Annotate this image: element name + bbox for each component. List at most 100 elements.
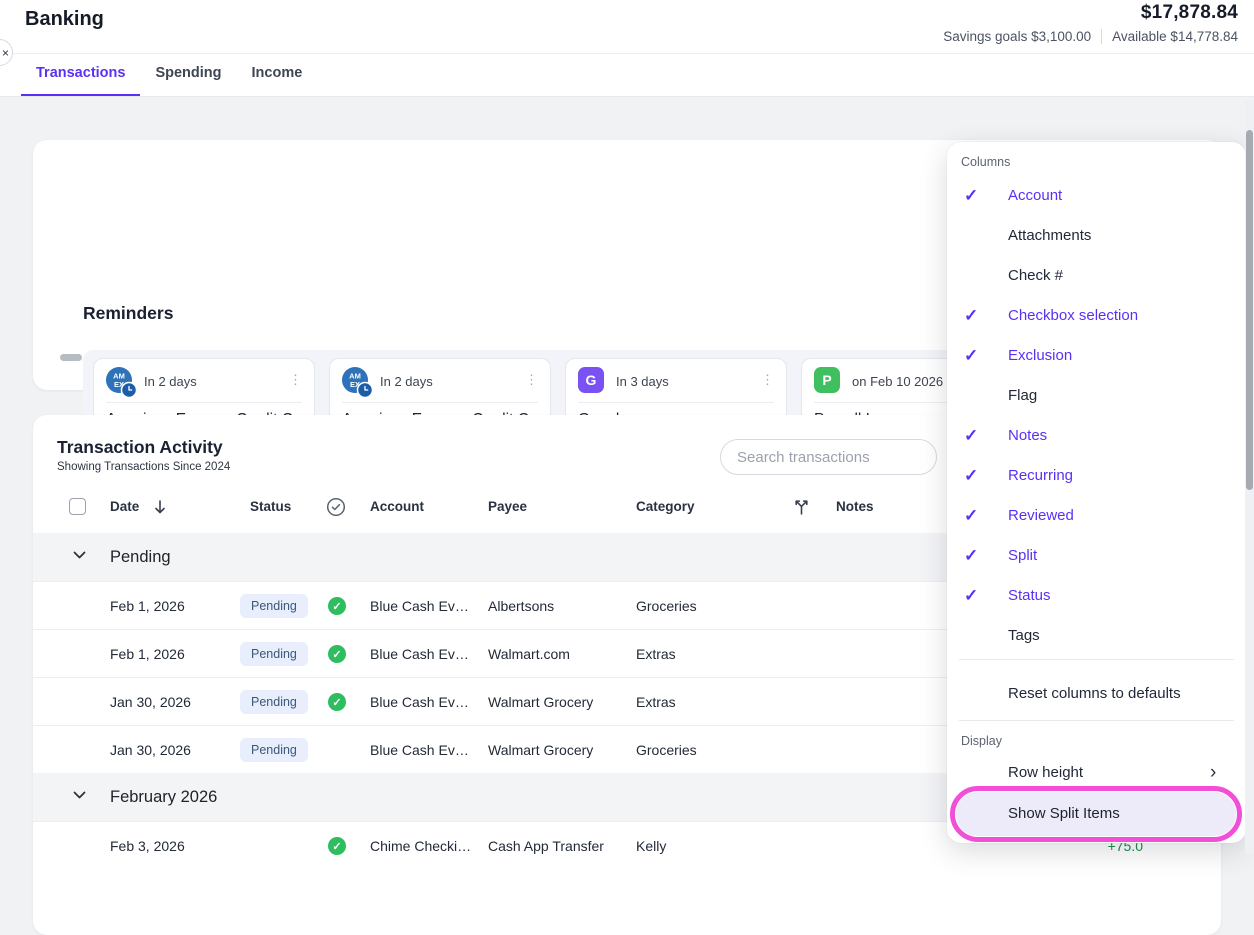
cell-account: Blue Cash Ev… [370, 630, 469, 678]
check-icon: ✓ [964, 576, 978, 616]
check-icon: ✓ [964, 296, 978, 336]
column-header-account[interactable]: Account [370, 490, 424, 524]
split-column-icon[interactable] [793, 499, 810, 516]
cell-payee: Walmart Grocery [488, 726, 593, 774]
reset-columns-button[interactable]: Reset columns to defaults [947, 673, 1246, 715]
menu-divider [959, 659, 1234, 660]
close-icon: × [2, 46, 9, 60]
select-all-checkbox[interactable] [69, 498, 86, 515]
menu-divider [959, 720, 1234, 721]
page-title: Banking [25, 8, 104, 31]
cell-date: Feb 1, 2026 [110, 630, 185, 678]
check-icon: ✓ [964, 496, 978, 536]
check-icon: ✓ [964, 416, 978, 456]
cell-payee: Walmart.com [488, 630, 570, 678]
status-badge: Pending [240, 594, 308, 618]
column-option-account[interactable]: ✓ Account [947, 176, 1246, 216]
chevron-down-icon[interactable] [73, 791, 86, 800]
reviewed-check-icon[interactable]: ✓ [328, 837, 346, 855]
cell-payee: Walmart Grocery [488, 678, 593, 726]
google-avatar: G [578, 367, 604, 393]
search-input[interactable] [721, 440, 936, 474]
reviewed-check-icon[interactable]: ✓ [328, 597, 346, 615]
chevron-down-icon[interactable] [73, 551, 86, 560]
column-option-checkbox-selection[interactable]: ✓ Checkbox selection [947, 296, 1246, 336]
reminders-horizontal-scrollbar[interactable] [60, 354, 82, 361]
column-option-notes[interactable]: ✓ Notes [947, 416, 1246, 456]
check-icon: ✓ [964, 336, 978, 376]
column-header-status[interactable]: Status [250, 490, 291, 524]
reminder-due: In 3 days [616, 374, 669, 389]
column-option-tags[interactable]: Tags [947, 616, 1246, 656]
reminder-due: In 2 days [380, 374, 433, 389]
column-option-reviewed[interactable]: ✓ Reviewed [947, 496, 1246, 536]
kebab-menu-icon[interactable]: ⋮ [761, 372, 774, 388]
transaction-activity-title: Transaction Activity [57, 437, 223, 458]
display-section-label: Display [961, 734, 1002, 748]
search-box [720, 439, 937, 475]
cell-account: Blue Cash Ev… [370, 678, 469, 726]
reviewed-column-icon[interactable] [326, 497, 346, 517]
column-option-recurring[interactable]: ✓ Recurring [947, 456, 1246, 496]
column-header-date[interactable]: Date [110, 490, 139, 524]
available-value: Available $14,778.84 [1112, 29, 1238, 44]
amex-logo-icon: AM EX [106, 367, 138, 399]
tab-transactions[interactable]: Transactions [21, 53, 140, 96]
cell-category: Groceries [636, 582, 697, 630]
kebab-menu-icon[interactable]: ⋮ [525, 372, 538, 388]
tabbar-border [0, 96, 1254, 97]
cell-payee: Albertsons [488, 582, 554, 630]
status-badge: Pending [240, 642, 308, 666]
cell-category: Kelly [636, 822, 666, 870]
summary-divider [1101, 29, 1102, 44]
status-badge: Pending [240, 690, 308, 714]
columns-dropdown-menu: Columns ✓ Account Attachments Check # ✓ … [947, 142, 1246, 843]
column-header-notes[interactable]: Notes [836, 490, 874, 524]
column-option-exclusion[interactable]: ✓ Exclusion [947, 336, 1246, 376]
cell-date: Feb 1, 2026 [110, 582, 185, 630]
group-label: February 2026 [110, 773, 217, 821]
vertical-scrollbar-thumb[interactable] [1246, 130, 1253, 490]
column-option-split[interactable]: ✓ Split [947, 536, 1246, 576]
transaction-activity-subtitle: Showing Transactions Since 2024 [57, 461, 230, 473]
cell-account: Blue Cash Ev… [370, 726, 469, 774]
account-summary: $17,878.84 Savings goals $3,100.00 Avail… [943, 2, 1238, 44]
sort-desc-icon[interactable] [153, 499, 167, 515]
check-icon: ✓ [964, 176, 978, 216]
cell-payee: Cash App Transfer [488, 822, 604, 870]
reminders-title: Reminders [83, 303, 173, 324]
reminder-due: In 2 days [144, 374, 197, 389]
cell-category: Extras [636, 678, 676, 726]
cell-category: Extras [636, 630, 676, 678]
group-label: Pending [110, 533, 171, 581]
highlight-ring-annotation [950, 786, 1242, 842]
amex-logo-icon: AM EX [342, 367, 374, 399]
cell-date: Jan 30, 2026 [110, 726, 191, 774]
tab-spending[interactable]: Spending [140, 53, 236, 96]
status-badge: Pending [240, 738, 308, 762]
cell-category: Groceries [636, 726, 697, 774]
cell-account: Chime Checki… [370, 822, 471, 870]
cell-account: Blue Cash Ev… [370, 582, 469, 630]
column-option-attachments[interactable]: Attachments [947, 216, 1246, 256]
kebab-menu-icon[interactable]: ⋮ [289, 372, 302, 388]
reminder-due: on Feb 10 2026 [852, 374, 943, 389]
column-option-status[interactable]: ✓ Status [947, 576, 1246, 616]
check-icon: ✓ [964, 536, 978, 576]
tab-income[interactable]: Income [237, 53, 318, 96]
check-icon: ✓ [964, 456, 978, 496]
tab-bar: Transactions Spending Income [21, 53, 317, 96]
reviewed-check-icon[interactable]: ✓ [328, 693, 346, 711]
app-header: Banking $17,878.84 Savings goals $3,100.… [0, 0, 1254, 97]
payroll-avatar: P [814, 367, 840, 393]
reviewed-check-icon[interactable]: ✓ [328, 645, 346, 663]
column-header-payee[interactable]: Payee [488, 490, 527, 524]
column-option-check-number[interactable]: Check # [947, 256, 1246, 296]
total-balance: $17,878.84 [943, 2, 1238, 24]
column-header-category[interactable]: Category [636, 490, 695, 524]
cell-date: Feb 3, 2026 [110, 822, 185, 870]
columns-section-label: Columns [961, 155, 1010, 169]
cell-date: Jan 30, 2026 [110, 678, 191, 726]
savings-goals-value: Savings goals $3,100.00 [943, 29, 1091, 44]
column-option-flag[interactable]: Flag [947, 376, 1246, 416]
